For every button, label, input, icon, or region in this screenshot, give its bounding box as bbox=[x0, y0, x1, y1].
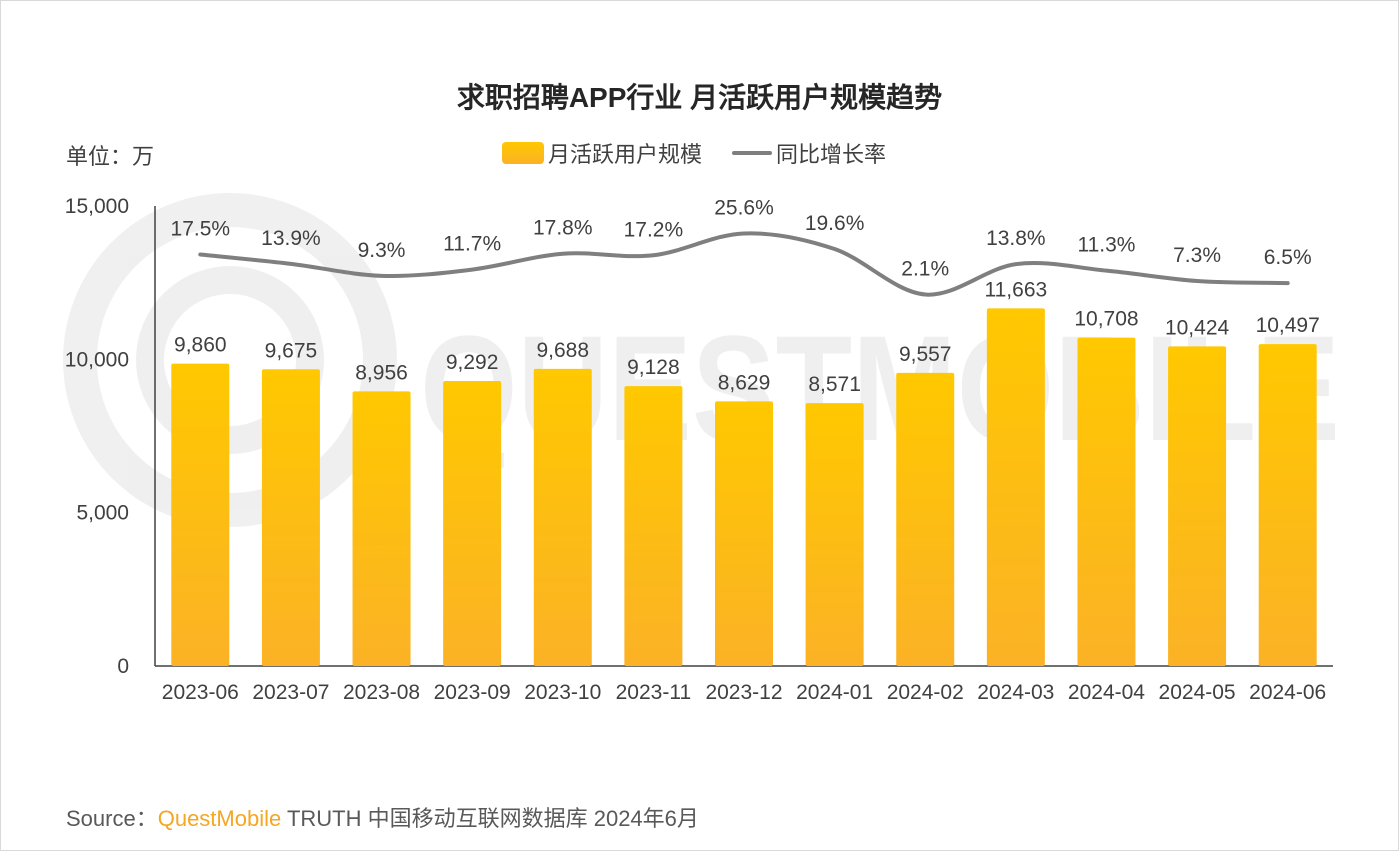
growth-rate-label: 17.2% bbox=[624, 218, 684, 241]
bar bbox=[533, 368, 592, 666]
growth-rate-label: 17.8% bbox=[533, 217, 593, 240]
bar bbox=[986, 308, 1045, 666]
bar bbox=[715, 401, 773, 666]
growth-rate-label: 11.7% bbox=[443, 233, 501, 256]
growth-rate-label: 7.3% bbox=[1173, 244, 1221, 267]
x-tick-label: 2023-09 bbox=[434, 681, 511, 704]
growth-rate-label: 2.1% bbox=[901, 258, 949, 281]
x-tick-label: 2023-10 bbox=[524, 681, 601, 704]
source-brand: QuestMobile bbox=[157, 806, 282, 831]
bar-value-label: 10,424 bbox=[1165, 316, 1230, 339]
bar-value-label: 10,708 bbox=[1074, 308, 1138, 331]
growth-rate-label: 25.6% bbox=[714, 196, 774, 219]
x-tick-label: 2024-06 bbox=[1249, 681, 1326, 704]
growth-rate-label: 13.9% bbox=[261, 227, 321, 250]
bar bbox=[1168, 346, 1227, 666]
bar bbox=[1258, 344, 1317, 666]
chart-title: 求职招聘APP行业 月活跃用户规模趋势 bbox=[456, 82, 943, 113]
bar-value-label: 9,128 bbox=[627, 356, 680, 379]
source-prefix: Source： bbox=[66, 806, 158, 831]
legend-line-swatch bbox=[732, 151, 773, 155]
growth-rate-label: 11.3% bbox=[1077, 234, 1135, 257]
unit-label: 单位：万 bbox=[66, 144, 155, 169]
bar bbox=[443, 381, 502, 666]
bar-value-label: 11,663 bbox=[985, 278, 1048, 301]
x-tick-label: 2023-07 bbox=[252, 681, 329, 704]
growth-rate-label: 17.5% bbox=[171, 218, 231, 241]
y-tick-label: 0 bbox=[117, 655, 129, 678]
legend-bar-swatch bbox=[502, 142, 544, 164]
x-tick-label: 2024-03 bbox=[977, 681, 1054, 704]
bar-value-label: 9,675 bbox=[265, 339, 318, 362]
y-tick-label: 15,000 bbox=[65, 195, 129, 218]
growth-rate-label: 19.6% bbox=[805, 212, 865, 235]
bar bbox=[624, 386, 683, 666]
bar-value-label: 9,557 bbox=[899, 343, 952, 366]
bar-value-label: 8,629 bbox=[718, 371, 771, 394]
growth-rate-label: 9.3% bbox=[358, 239, 406, 262]
x-tick-label: 2024-05 bbox=[1159, 681, 1236, 704]
bar bbox=[261, 369, 320, 666]
legend: 月活跃用户规模 同比增长率 bbox=[502, 137, 886, 169]
x-tick-label: 2024-02 bbox=[887, 681, 964, 704]
x-tick-label: 2023-06 bbox=[162, 681, 239, 704]
growth-rate-line bbox=[198, 231, 1290, 297]
bar-value-label: 9,688 bbox=[536, 339, 589, 362]
bar bbox=[896, 372, 955, 666]
x-tick-label: 2023-12 bbox=[705, 681, 782, 704]
growth-rate-label: 13.8% bbox=[986, 227, 1046, 250]
x-tick-label: 2024-04 bbox=[1068, 681, 1145, 704]
bar-value-label: 9,292 bbox=[446, 351, 499, 374]
x-tick-label: 2024-01 bbox=[796, 681, 873, 704]
bar-value-label: 9,860 bbox=[174, 334, 227, 357]
legend-bar-label: 月活跃用户规模 bbox=[548, 142, 703, 167]
y-tick-label: 10,000 bbox=[65, 348, 129, 371]
bar bbox=[1077, 337, 1136, 666]
growth-rate-label: 6.5% bbox=[1264, 246, 1312, 269]
source-rest: TRUTH 中国移动互联网数据库 2024年6月 bbox=[286, 806, 699, 831]
legend-line-label: 同比增长率 bbox=[776, 142, 887, 167]
bar bbox=[805, 403, 864, 666]
bar-value-label: 8,571 bbox=[808, 373, 861, 396]
bar-value-label: 10,497 bbox=[1256, 314, 1320, 337]
y-tick-label: 5,000 bbox=[76, 502, 129, 525]
bar-value-label: 8,956 bbox=[355, 361, 408, 384]
bar bbox=[352, 391, 411, 666]
x-tick-label: 2023-11 bbox=[616, 681, 692, 704]
bar bbox=[171, 363, 230, 666]
x-tick-label: 2023-08 bbox=[343, 681, 420, 704]
source-note: Source：QuestMobile TRUTH 中国移动互联网数据库 2024… bbox=[66, 801, 699, 833]
